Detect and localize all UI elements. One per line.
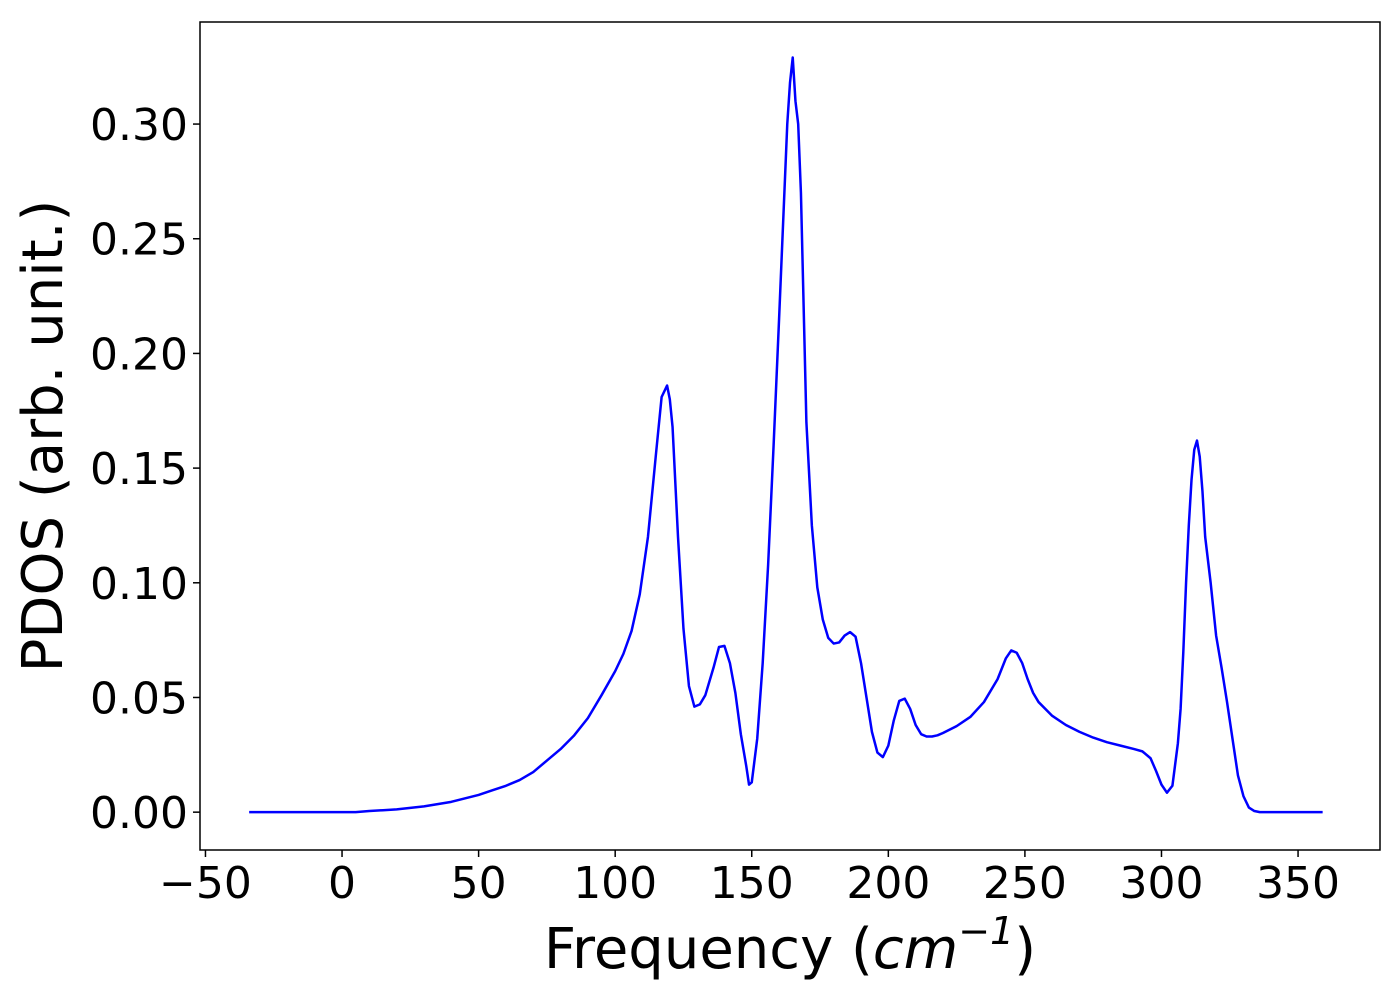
x-tick-label: 50 (451, 858, 507, 909)
x-axis-label-text: Frequency (544, 917, 833, 982)
x-tick-label: 350 (1256, 858, 1340, 909)
x-tick-label: 150 (710, 858, 794, 909)
y-axis-ticks: 0.00 0.05 0.10 0.15 0.20 0.25 0.30 (90, 100, 200, 839)
x-tick-label: 200 (846, 858, 930, 909)
y-tick-label: 0.25 (90, 215, 188, 266)
x-tick-label: 250 (983, 858, 1067, 909)
x-axis-label: Frequency (cm−1) (544, 909, 1036, 982)
y-tick-label: 0.10 (90, 559, 188, 610)
y-tick-label: 0.30 (90, 100, 188, 151)
x-tick-label: 300 (1119, 858, 1203, 909)
x-tick-label: 0 (328, 858, 356, 909)
series-layer (249, 56, 1323, 814)
y-tick-label: 0.15 (90, 444, 188, 495)
y-tick-label: 0.20 (90, 329, 188, 380)
x-axis-ticks: −50 0 50 100 150 200 250 300 350 (159, 850, 1340, 909)
y-axis-label: PDOS (arb. unit.) (11, 200, 76, 673)
y-tick-label: 0.05 (90, 673, 188, 724)
x-tick-label: −50 (159, 858, 252, 909)
x-axis-unit-exp: −1 (958, 909, 1014, 953)
x-tick-label: 100 (573, 858, 657, 909)
x-axis-unit-base: cm (873, 917, 958, 982)
y-tick-label: 0.00 (90, 788, 188, 839)
pdos-series-line (249, 56, 1323, 814)
plot-frame (199, 21, 1381, 851)
